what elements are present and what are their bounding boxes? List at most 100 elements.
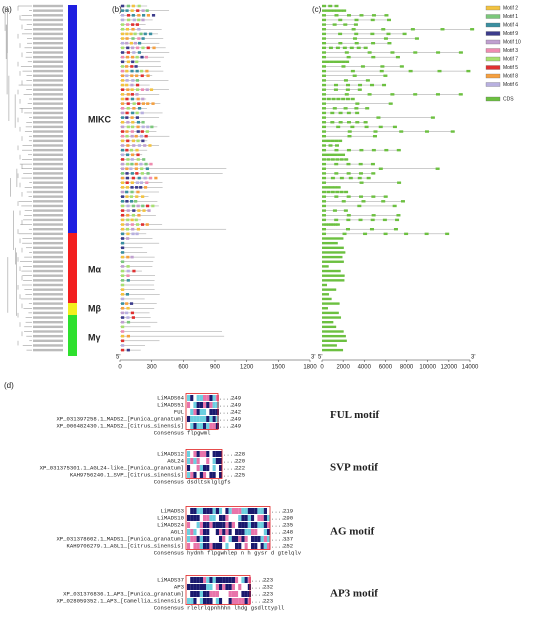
residue <box>254 536 258 542</box>
sequence-name: LiMADS12 <box>157 450 184 457</box>
cds-box <box>365 107 370 110</box>
cds-box <box>334 148 339 152</box>
cds-box <box>396 214 401 217</box>
residue <box>187 577 191 583</box>
motif-box <box>150 125 154 129</box>
residue <box>267 522 271 528</box>
residue <box>212 543 216 549</box>
cds-box <box>355 121 360 124</box>
sequence-name: KAH9706279.1_AGL1_[Citrus_sinensis] <box>67 542 185 549</box>
axis-tick-label: 2000 <box>336 365 350 371</box>
residue <box>228 543 232 549</box>
residue <box>251 522 255 528</box>
residue <box>190 395 194 401</box>
residue <box>225 584 229 590</box>
motif-box <box>143 186 148 189</box>
motif-box <box>132 107 136 110</box>
cds-box <box>322 246 344 249</box>
motif-box <box>126 139 130 143</box>
motif-box <box>135 195 139 198</box>
legend-swatch <box>485 31 501 36</box>
motif-box <box>130 9 134 12</box>
residue <box>215 458 219 464</box>
cds-box <box>365 79 370 82</box>
cds-box <box>333 153 338 156</box>
motif-box <box>121 158 125 161</box>
motif-box <box>142 209 146 212</box>
residue <box>193 409 197 415</box>
residue <box>209 508 213 514</box>
sequence-end: 225 <box>235 471 245 478</box>
residue <box>263 543 267 549</box>
motif-box <box>121 306 125 310</box>
cds-box <box>450 130 455 133</box>
motif-box <box>125 97 129 101</box>
residue <box>199 409 203 415</box>
residue <box>247 515 251 521</box>
cds-box <box>322 125 326 129</box>
cds-box <box>322 260 344 263</box>
motif-box <box>126 46 130 50</box>
motif-box <box>136 227 141 231</box>
motif-box <box>125 134 129 138</box>
gap-dots: ..... <box>271 542 288 549</box>
legend-label: CDS <box>503 96 514 102</box>
cds-box <box>343 209 348 212</box>
residue <box>215 598 219 604</box>
motif-box <box>144 162 148 166</box>
residue <box>225 515 229 521</box>
residue <box>209 591 213 597</box>
cds-box <box>404 232 409 236</box>
cds-box <box>350 125 355 129</box>
motif-box <box>125 79 129 82</box>
cds-box <box>322 204 326 208</box>
motif-box <box>135 223 140 226</box>
gap-dots: ..... <box>219 415 236 422</box>
residue <box>260 515 264 521</box>
motif-box <box>132 269 136 273</box>
cds-box <box>346 148 351 152</box>
residue <box>203 395 207 401</box>
residue <box>219 591 223 597</box>
motif-box <box>132 102 136 105</box>
motif-box <box>126 213 130 217</box>
residue <box>203 584 207 590</box>
residue <box>247 577 251 583</box>
sequence-end: 222 <box>235 464 245 471</box>
cds-box <box>344 93 349 96</box>
cds-box <box>436 51 441 54</box>
motif-box <box>137 51 142 54</box>
residue <box>203 522 207 528</box>
residue <box>199 515 203 521</box>
cds-box <box>397 181 402 184</box>
cds-box <box>335 9 340 12</box>
residue <box>251 515 255 521</box>
sequence-end: 249 <box>231 401 241 408</box>
residue <box>219 522 223 528</box>
residue <box>187 522 191 528</box>
leaf-label <box>33 107 63 110</box>
motif-box <box>121 51 125 54</box>
cds-box <box>357 204 362 208</box>
residue <box>187 416 191 422</box>
motif-box <box>121 144 125 147</box>
cds-box <box>341 97 346 101</box>
residue <box>222 591 226 597</box>
residue <box>244 591 248 597</box>
sequence-end: 219 <box>283 507 293 514</box>
motif-box <box>121 74 125 78</box>
residue <box>206 584 210 590</box>
cds-box <box>339 158 344 161</box>
residue <box>212 522 216 528</box>
axis-tick-label: 900 <box>210 365 221 371</box>
cds-box <box>367 93 372 96</box>
residue <box>199 395 203 401</box>
cds-box <box>325 9 330 12</box>
motif-box <box>125 167 129 171</box>
leaf-label <box>33 97 63 101</box>
motif-box <box>131 213 136 217</box>
cds-box <box>357 88 362 91</box>
cds-box <box>322 218 326 222</box>
motif-box <box>134 65 138 68</box>
